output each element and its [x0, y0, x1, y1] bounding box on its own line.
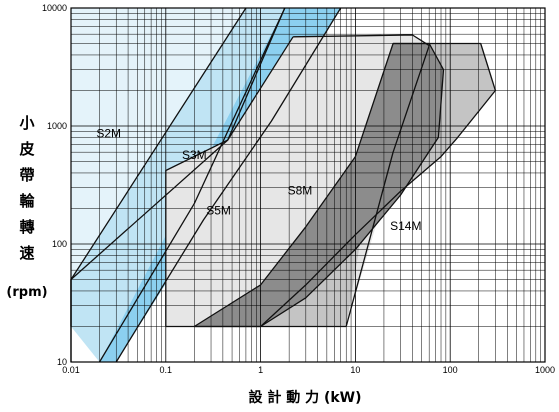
y-tick-label: 10000 [42, 3, 67, 13]
y-axis-unit: (rpm) [6, 285, 47, 300]
boundary-line-layer [70, 7, 497, 363]
x-tick-label: 10 [350, 365, 360, 375]
plot-frame [70, 7, 546, 363]
y-axis-title-char: 速 [19, 244, 34, 262]
tick-label-layer: 0.01 0.1 1 10 100 1000 10 100 1000 10000 [42, 3, 555, 375]
region-boundary-line [98, 7, 286, 363]
y-axis-title-char: 小 [19, 114, 34, 132]
region-boundary-line [293, 34, 430, 47]
region-boundary-line [260, 42, 497, 327]
x-tick-label: 0.01 [62, 365, 80, 375]
region-label-layer: S2M S3M S5M S8M S14M [96, 127, 421, 233]
x-tick-label: 100 [443, 365, 458, 375]
y-axis-title-char: 輪 [19, 192, 35, 210]
series-label-s2m: S2M [96, 127, 121, 141]
y-tick-label: 100 [52, 239, 67, 249]
y-tick-label: 1000 [47, 121, 67, 131]
region-s8m [165, 35, 430, 327]
y-tick-label: 10 [57, 357, 67, 367]
y-axis-title-char: 皮 [19, 140, 34, 158]
x-tick-label: 1 [258, 365, 263, 375]
y-axis-title-char: 帶 [19, 166, 34, 184]
x-axis-title: 設 計 動 力 (kW) [248, 389, 361, 406]
y-axis-title-char: 轉 [19, 218, 34, 236]
region-boundary-line [165, 36, 294, 327]
region-overlap-5 [194, 43, 444, 327]
region-layer [71, 8, 496, 362]
region-boundary-line [115, 7, 342, 363]
series-label-s5m: S5M [206, 203, 231, 217]
series-label-s8m: S8M [288, 183, 313, 197]
x-tick-label: 0.1 [160, 365, 173, 375]
series-label-s3m: S3M [182, 148, 207, 162]
plot-border [70, 7, 546, 363]
region-boundary-line [345, 45, 430, 327]
region-s2m [71, 8, 246, 362]
series-label-s14m: S14M [390, 219, 421, 233]
x-tick-label: 1000 [535, 365, 555, 375]
